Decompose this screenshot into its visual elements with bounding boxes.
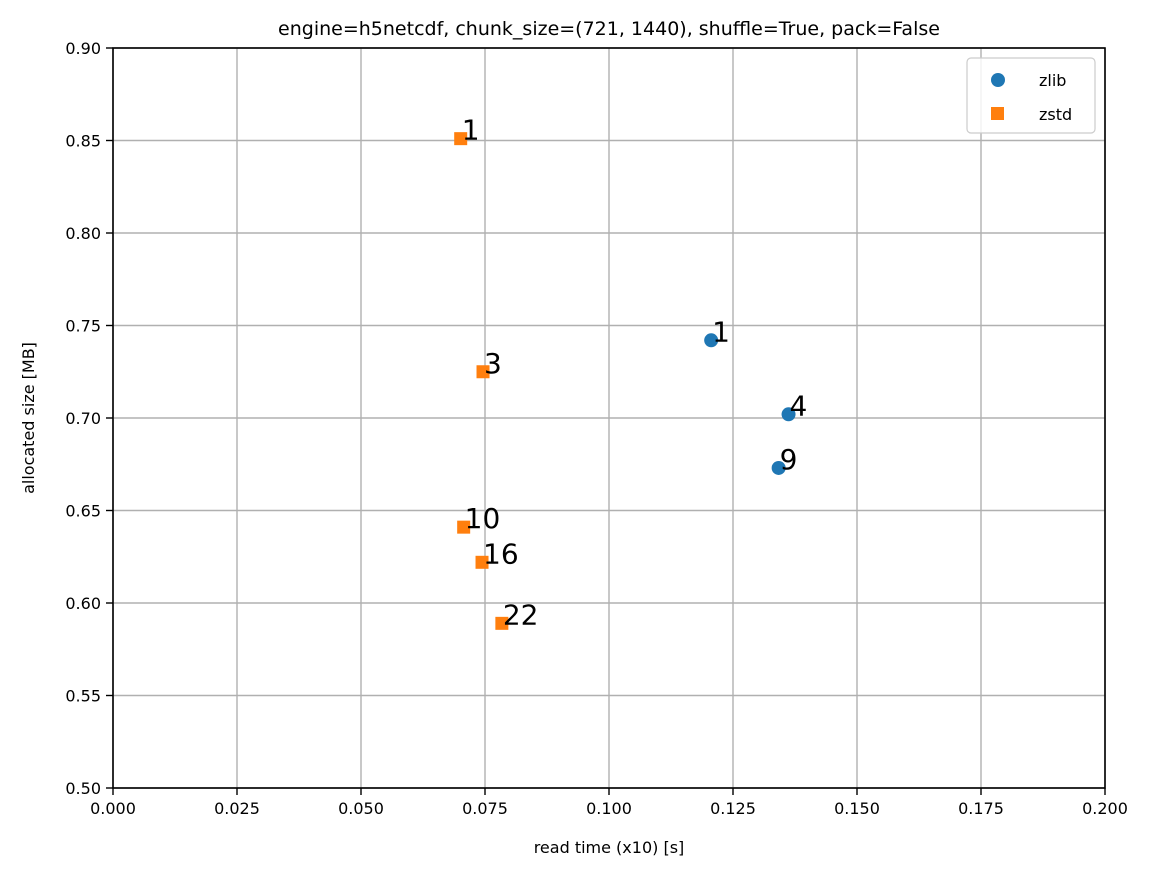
y-tick-label: 0.75: [65, 317, 101, 336]
legend-entry-zstd: zstd: [1039, 105, 1072, 124]
x-tick-label: 0.050: [338, 799, 384, 818]
x-tick-label: 0.125: [710, 799, 756, 818]
data-points: [454, 132, 796, 630]
y-tick-label: 0.85: [65, 132, 101, 151]
y-tick-label: 0.70: [65, 409, 101, 428]
point-zstd-1: [454, 132, 468, 146]
point-zstd-10: [457, 520, 471, 534]
legend-box: [966, 57, 1096, 134]
chart-title: engine=h5netcdf, chunk_size=(721, 1440),…: [278, 18, 940, 40]
x-tick-label: 0.025: [214, 799, 260, 818]
legend-entry-zlib: zlib: [1039, 71, 1066, 90]
point-label-zstd-16: 16: [483, 537, 519, 570]
point-zlib-4: [781, 407, 796, 422]
y-tick-label: 0.90: [65, 39, 101, 58]
point-zstd-16: [475, 555, 489, 569]
legend-marker-zlib: [991, 73, 1005, 87]
point-label-zstd-10: 10: [465, 502, 501, 535]
legend: zlib zstd: [966, 57, 1096, 134]
point-label-zlib-4: 4: [790, 389, 808, 422]
point-zlib-9: [771, 460, 786, 475]
y-tick-label: 0.60: [65, 594, 101, 613]
axis-ticks: 0.000 0.025 0.050 0.075 0.100 0.125 0.150 0.175…: [65, 39, 1128, 818]
x-tick-label: 0.150: [834, 799, 880, 818]
point-label-zstd-3: 3: [484, 347, 502, 380]
y-tick-label: 0.80: [65, 224, 101, 243]
y-axis-label: allocated size [MB]: [19, 342, 38, 494]
x-axis-label: read time (x10) [s]: [534, 838, 685, 857]
point-zlib-1: [704, 333, 719, 348]
x-tick-label: 0.075: [462, 799, 508, 818]
point-label-zlib-9: 9: [780, 443, 798, 476]
x-tick-label: 0.100: [586, 799, 632, 818]
y-tick-label: 0.50: [65, 779, 101, 798]
legend-marker-zstd: [991, 107, 1004, 120]
point-label-zlib-1: 1: [712, 315, 730, 348]
point-zstd-22: [495, 616, 509, 630]
y-tick-label: 0.55: [65, 687, 101, 706]
point-zstd-3: [476, 365, 490, 379]
x-tick-label: 0.000: [90, 799, 136, 818]
point-label-zstd-22: 22: [503, 598, 539, 631]
x-tick-label: 0.200: [1082, 799, 1128, 818]
x-tick-label: 0.175: [958, 799, 1004, 818]
point-label-zstd-1: 1: [462, 114, 480, 147]
y-tick-label: 0.65: [65, 502, 101, 521]
